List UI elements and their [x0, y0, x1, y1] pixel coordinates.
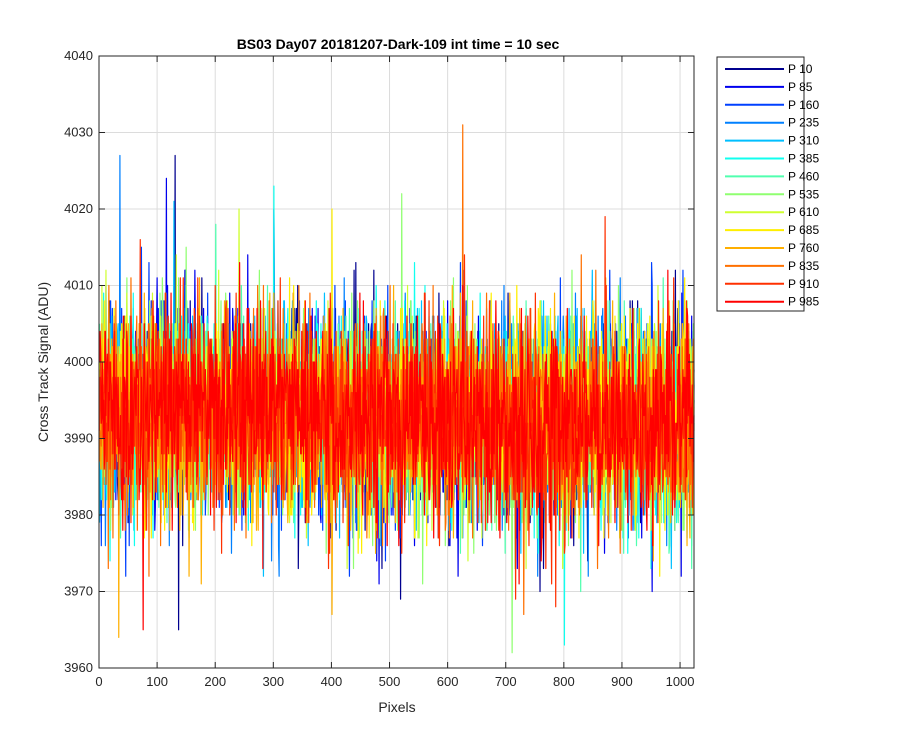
- x-tick-label: 600: [437, 674, 459, 689]
- plot-area: [98, 55, 695, 669]
- y-tick-label: 4030: [64, 125, 93, 140]
- y-axis-label: Cross Track Signal (ADU): [35, 282, 51, 442]
- x-tick-label: 700: [495, 674, 517, 689]
- series-layer: [98, 124, 695, 654]
- legend-label: P 10: [788, 62, 813, 76]
- y-tick-label: 3980: [64, 507, 93, 522]
- y-tick-label: 3990: [64, 431, 93, 446]
- legend-label: P 610: [788, 205, 819, 219]
- legend-label: P 235: [788, 116, 819, 130]
- x-tick-label: 300: [262, 674, 284, 689]
- legend-label: P 85: [788, 80, 813, 94]
- legend-label: P 760: [788, 241, 819, 255]
- x-tick-label: 200: [204, 674, 226, 689]
- y-tick-label: 3960: [64, 660, 93, 675]
- legend-label: P 385: [788, 152, 819, 166]
- legend-label: P 910: [788, 277, 819, 291]
- legend-label: P 535: [788, 187, 819, 201]
- y-tick-label: 3970: [64, 584, 93, 599]
- x-tick-label: 0: [95, 674, 102, 689]
- x-tick-label: 800: [553, 674, 575, 689]
- x-tick-label: 100: [146, 674, 168, 689]
- x-tick-label: 500: [379, 674, 401, 689]
- x-axis-label: Pixels: [378, 699, 415, 715]
- x-tick-label: 400: [321, 674, 343, 689]
- y-tick-label: 4010: [64, 278, 93, 293]
- legend-items: P 10 P 85 P 160 P 235 P 310 P 385 P 460 P 535 P …: [725, 62, 819, 309]
- y-tick-label: 4020: [64, 201, 93, 216]
- x-tick-label: 1000: [666, 674, 695, 689]
- legend-label: P 835: [788, 259, 819, 273]
- legend-box: [716, 56, 805, 312]
- legend-label: P 460: [788, 169, 819, 183]
- y-tick-label: 4000: [64, 354, 93, 369]
- legend-label: P 160: [788, 98, 819, 112]
- chart-title: BS03 Day07 20181207-Dark-109 int time = …: [237, 36, 560, 52]
- tick-labels: 0 100 200 300 400 500 600 700 800 900 1000 3960 3970…: [64, 48, 694, 689]
- series-line-p-985: [98, 261, 695, 631]
- y-tick-label: 4040: [64, 48, 93, 63]
- legend-label: P 985: [788, 295, 819, 309]
- legend-label: P 310: [788, 134, 819, 148]
- legend: P 10 P 85 P 160 P 235 P 310 P 385 P 460 P 535 P …: [716, 56, 819, 312]
- x-tick-label: 900: [611, 674, 633, 689]
- ticks: [98, 55, 694, 669]
- legend-label: P 685: [788, 223, 819, 237]
